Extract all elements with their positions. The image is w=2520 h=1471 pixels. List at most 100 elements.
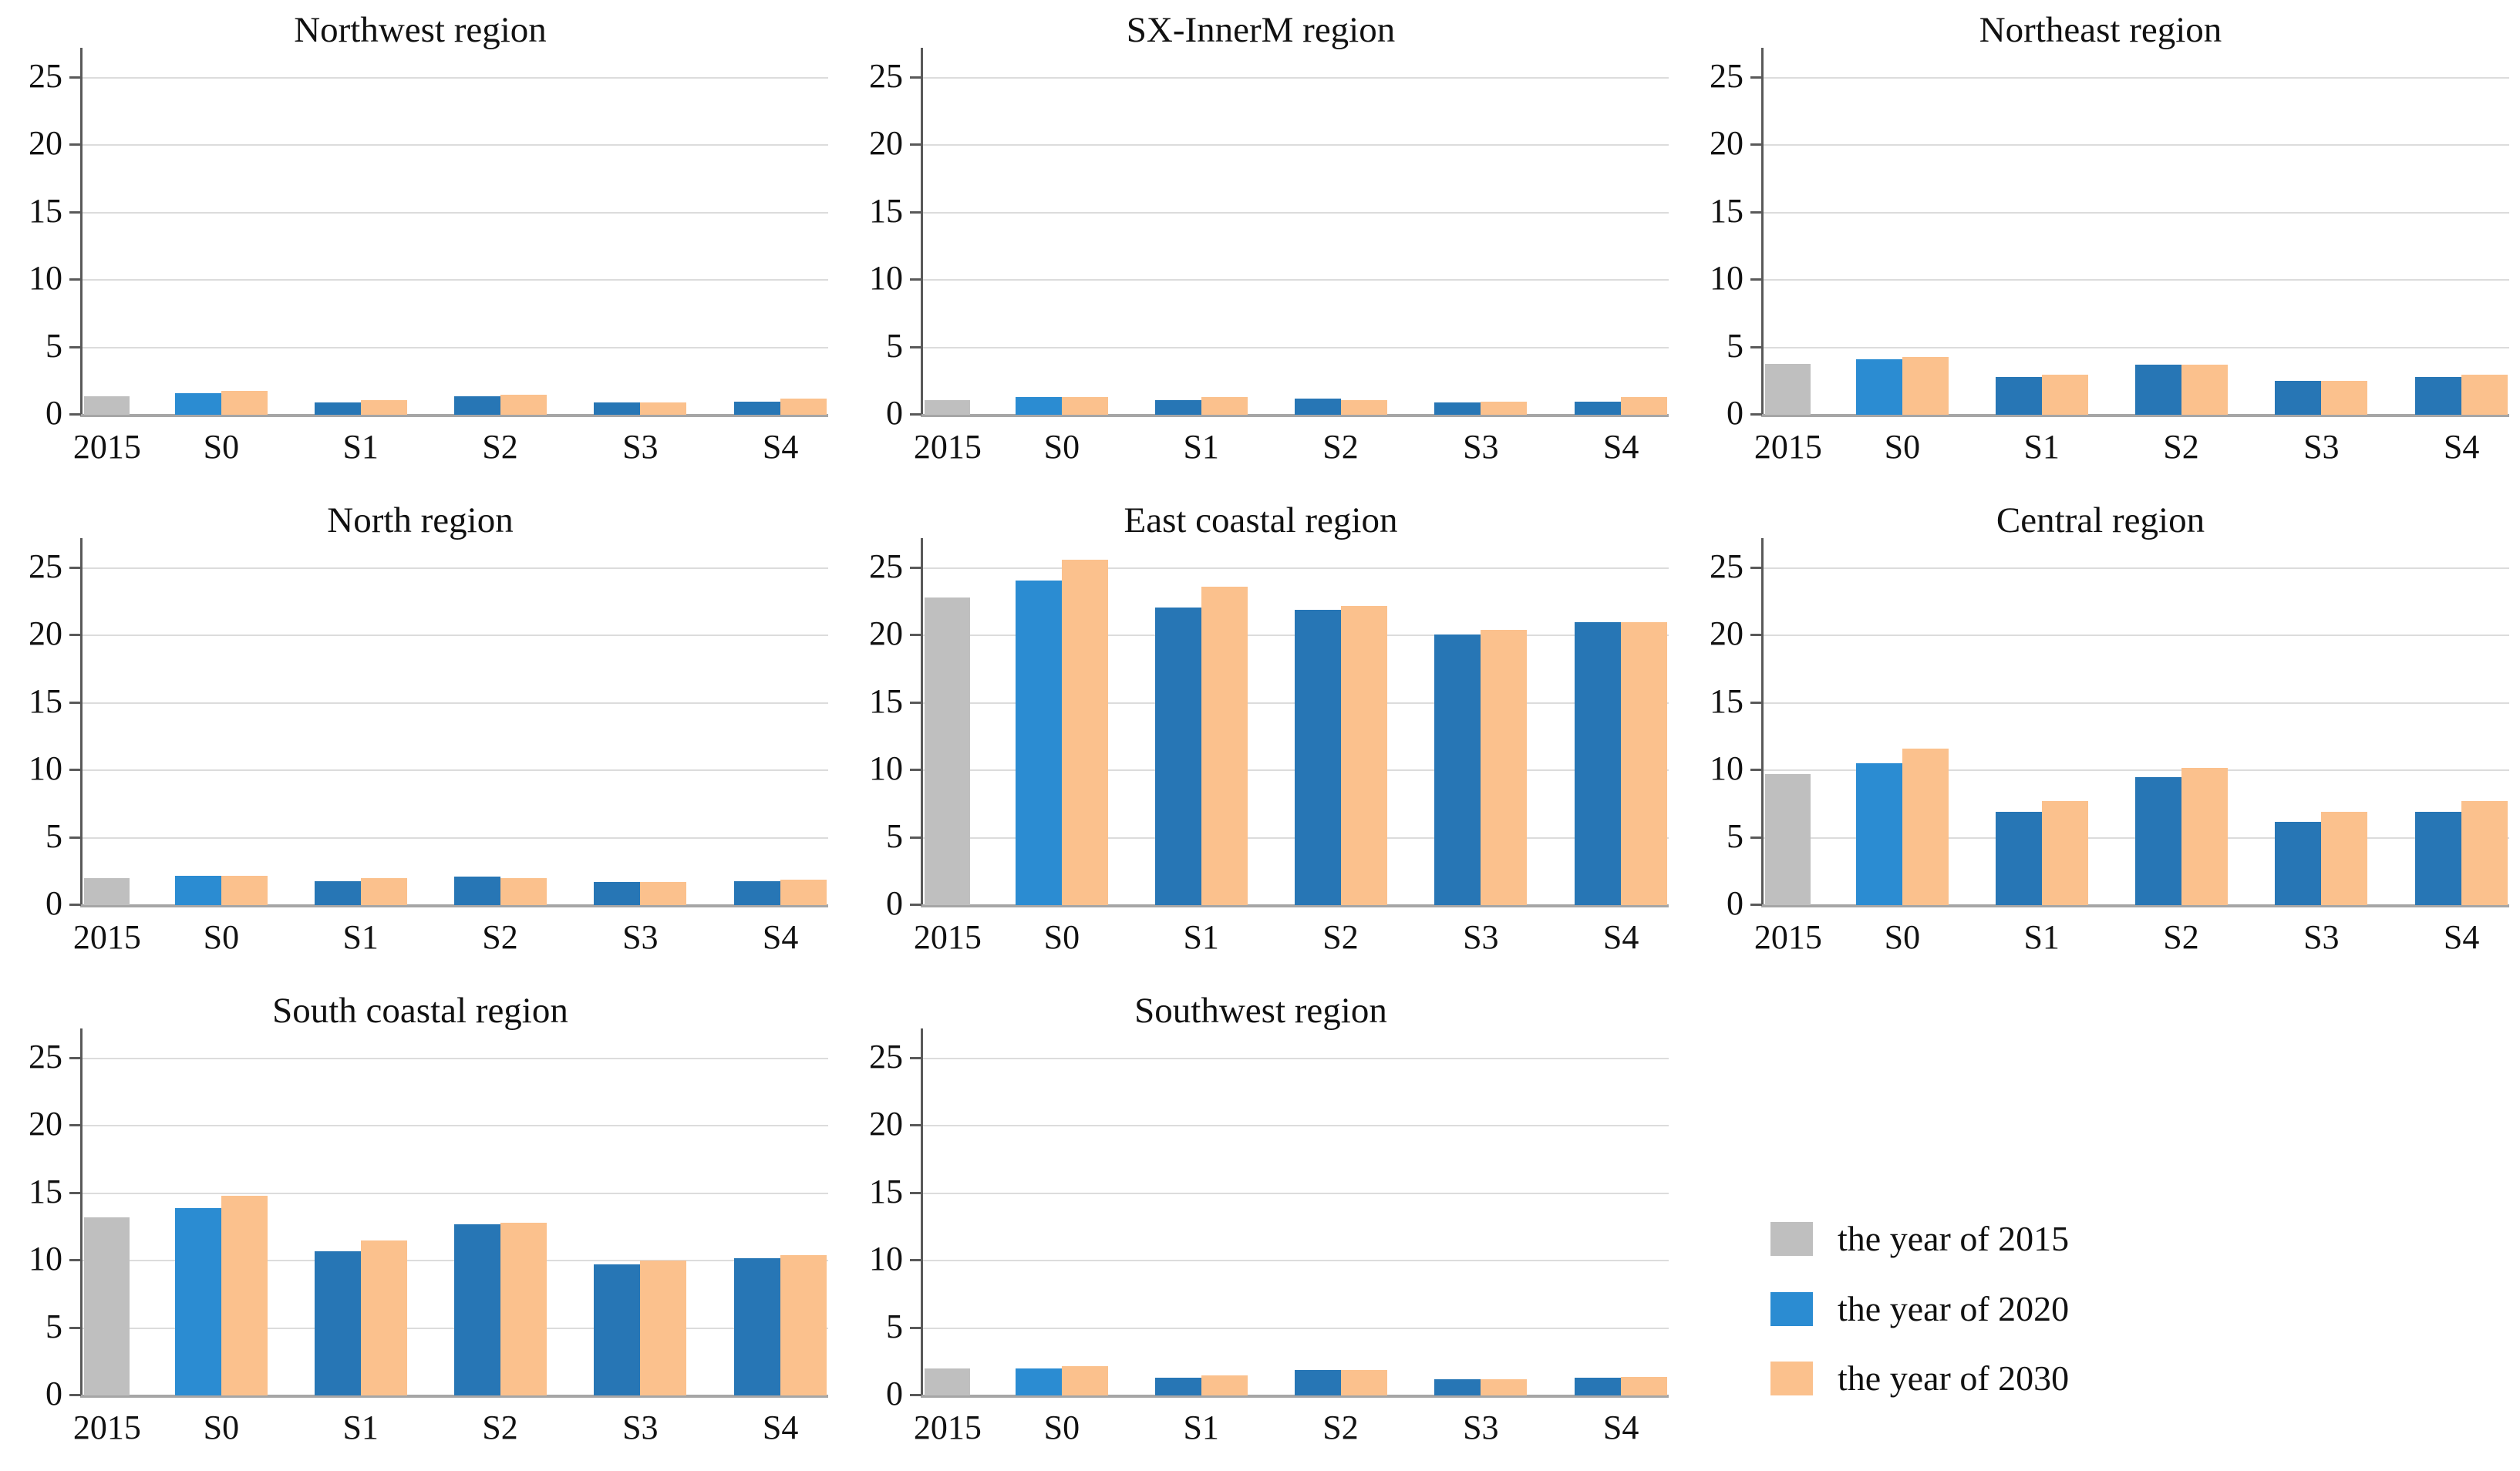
y-tick-label: 5	[1727, 326, 1743, 365]
y-tick-label: 25	[29, 547, 62, 585]
chart-title: South coastal region	[272, 991, 568, 1031]
bar-2020-S3	[2275, 821, 2322, 905]
gridline	[923, 211, 1669, 214]
x-tick-label: S0	[203, 1409, 240, 1446]
bar-2030-S4	[2461, 801, 2508, 905]
y-tick-label: 0	[45, 394, 62, 432]
bar-2030-S3	[2321, 381, 2368, 415]
x-tick-label: S3	[622, 428, 659, 466]
legend-swatch-2020	[1770, 1292, 1813, 1326]
y-tick-label: 20	[29, 614, 62, 653]
x-tick-label: 2015	[1754, 918, 1822, 956]
y-tick-label: 15	[869, 191, 903, 230]
bar-2015-2015	[1764, 774, 1811, 905]
bar-2015-2015	[924, 399, 970, 415]
y-tick-label: 15	[29, 1172, 62, 1210]
chart-northeast-region: Northeast region 0 5 10 15 20 25 2015 S0 S1 S2 S3 S…	[1681, 0, 2520, 490]
bar-2020-S3	[1434, 402, 1481, 415]
y-axis-line	[1761, 538, 1764, 907]
x-tick-label: S1	[342, 1409, 379, 1446]
y-axis-tick	[910, 836, 921, 839]
plot-area: 0 5 10 15 20 25 2015 S0 S1 S2 S3 S4	[29, 48, 828, 464]
y-axis-tick	[69, 76, 81, 79]
bar-2030-S4	[780, 399, 827, 415]
legend-item-2015: the year of 2015	[1770, 1221, 2069, 1257]
y-axis-tick	[69, 210, 81, 214]
x-tick-label: S4	[762, 1409, 799, 1446]
y-tick-label: 25	[29, 56, 62, 95]
bar-2020-S2	[453, 396, 500, 415]
y-axis-line	[80, 1028, 83, 1397]
y-axis-tick	[1750, 143, 1762, 146]
x-tick-label: S0	[1043, 1409, 1080, 1446]
x-tick-label: S0	[203, 918, 240, 956]
x-tick-label: S4	[1602, 428, 1639, 466]
bar-2030-S2	[500, 1223, 547, 1395]
gridline	[1764, 76, 2509, 79]
gridline	[1764, 279, 2509, 281]
x-tick-label: S2	[482, 428, 518, 466]
bar-2030-S3	[1481, 401, 1528, 415]
x-tick-label: 2015	[913, 918, 982, 956]
legend-item-2020: the year of 2020	[1770, 1291, 2069, 1327]
chart-south-coastal-region: South coastal region 0 5 10 15 20 25 2015 S0 S1 S…	[0, 981, 841, 1471]
y-tick-label: 25	[869, 1037, 903, 1075]
plot-area: 0 5 10 15 20 25 2015 S0 S1 S2 S3 S4	[869, 538, 1669, 954]
y-tick-label: 25	[29, 1037, 62, 1075]
bar-2030-S3	[640, 1261, 687, 1395]
gridline	[923, 346, 1669, 348]
bar-2030-S4	[780, 1255, 827, 1395]
bar-2015-2015	[1764, 363, 1811, 415]
bar-2020-S2	[1294, 1369, 1341, 1395]
bar-2020-S3	[1434, 634, 1481, 905]
bar-2030-S3	[640, 402, 687, 415]
y-axis-tick	[910, 1191, 921, 1194]
x-tick-label: 2015	[913, 428, 982, 466]
y-axis-tick	[1750, 210, 1762, 214]
bar-2030-S2	[2181, 767, 2228, 905]
y-tick-label: 0	[1727, 884, 1743, 922]
bar-2030-S3	[2321, 812, 2368, 905]
bar-2030-S2	[2181, 365, 2228, 415]
y-axis-tick	[69, 1326, 81, 1329]
bar-2030-S3	[1481, 630, 1528, 905]
y-axis-tick	[910, 76, 921, 79]
y-axis-tick	[69, 143, 81, 146]
legend-swatch-2015	[1770, 1222, 1813, 1256]
gridline	[83, 144, 828, 146]
plot-area: 0 5 10 15 20 25 2015 S0 S1 S2 S3 S4	[29, 1028, 828, 1445]
x-tick-label: S4	[1602, 1409, 1639, 1446]
gridline	[83, 346, 828, 348]
y-tick-label: 5	[45, 816, 62, 855]
y-tick-label: 10	[1710, 259, 1743, 298]
y-tick-label: 20	[869, 1105, 903, 1143]
bar-2020-S3	[2275, 381, 2322, 415]
gridline	[1764, 635, 2509, 637]
gridline	[83, 1125, 828, 1127]
y-tick-label: 5	[45, 1307, 62, 1345]
gridline	[83, 567, 828, 569]
chart-north-region: North region 0 5 10 15 20 25 2015 S0 S1 S2 S3 S4	[0, 490, 841, 981]
chart-title: East coastal region	[1124, 500, 1398, 540]
gridline	[923, 1057, 1669, 1059]
bar-2020-S0	[174, 1208, 221, 1395]
y-axis-tick	[69, 769, 81, 772]
x-tick-label: S3	[622, 918, 659, 956]
x-tick-label: S1	[2023, 428, 2060, 466]
bar-2015-2015	[83, 878, 130, 905]
y-axis-tick	[69, 836, 81, 839]
y-tick-label: 0	[45, 884, 62, 922]
legend-label-2030: the year of 2030	[1838, 1358, 2070, 1398]
bar-2020-S2	[1294, 399, 1341, 415]
y-axis-tick	[910, 566, 921, 569]
y-tick-label: 25	[869, 56, 903, 95]
y-axis-tick	[1750, 413, 1762, 416]
bar-2020-S2	[453, 1224, 500, 1395]
y-axis-tick	[69, 904, 81, 906]
bar-2030-S1	[360, 399, 407, 415]
gridline	[83, 211, 828, 214]
y-axis-line	[80, 538, 83, 907]
bar-2030-S3	[1481, 1379, 1528, 1395]
y-tick-label: 10	[29, 1240, 62, 1278]
